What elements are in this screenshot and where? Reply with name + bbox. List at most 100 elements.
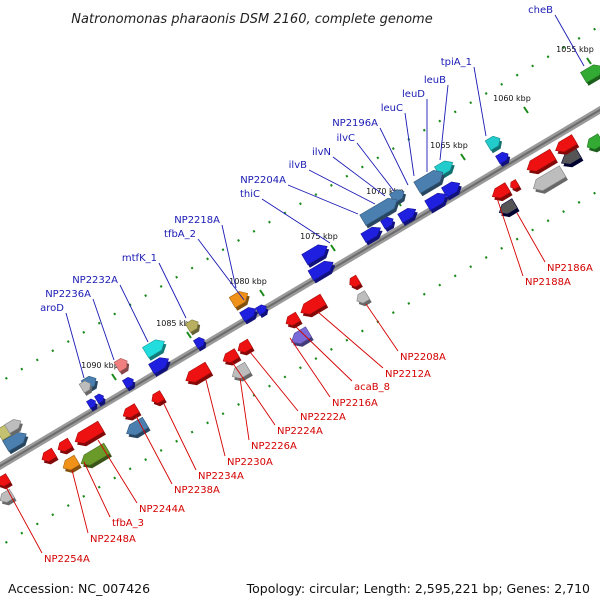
gene-block	[239, 307, 258, 325]
reverse-gene-label[interactable]: NP2208A	[400, 352, 446, 363]
reverse-gene-label[interactable]: NP2212A	[385, 369, 431, 380]
tick-mark	[586, 57, 592, 65]
reverse-gene-label[interactable]: NP2188A	[525, 277, 571, 288]
gene-block	[192, 337, 207, 352]
reverse-leader-line	[5, 486, 43, 554]
gene-block	[441, 181, 462, 201]
reverse-leader-line	[496, 197, 524, 277]
gene-block	[510, 179, 522, 193]
gene-block	[560, 147, 584, 168]
gene-block	[74, 420, 106, 447]
reverse-leader-line	[231, 361, 276, 426]
gene-block	[359, 197, 400, 229]
tick-label: 1085 kbp	[156, 319, 194, 328]
gene-block	[4, 419, 23, 437]
forward-gene-label[interactable]: aroD	[40, 303, 64, 314]
reverse-leader-line	[289, 337, 331, 398]
forward-gene-label[interactable]: tfbA_2	[164, 229, 196, 240]
forward-gene-label[interactable]: cheB	[528, 5, 553, 16]
gene-block	[300, 293, 329, 318]
reverse-gene-label[interactable]: NP2186A	[547, 263, 593, 274]
reverse-leader-line	[163, 403, 197, 471]
gene-block	[413, 170, 445, 197]
reverse-leader-line	[516, 212, 546, 263]
tick-mark	[523, 106, 529, 114]
reverse-leader-line	[135, 415, 173, 485]
gene-block	[0, 473, 13, 490]
reverse-gene-label[interactable]: NP2226A	[251, 441, 297, 452]
tick-label: 1070 kbp	[366, 187, 404, 196]
reverse-leader-line	[239, 377, 250, 441]
forward-gene-label[interactable]: mtfK_1	[122, 253, 157, 264]
gene-block	[41, 447, 59, 465]
forward-gene-label[interactable]: NP2218A	[174, 215, 220, 226]
gene-block	[397, 208, 418, 226]
gene-block	[148, 357, 171, 377]
reverse-gene-label[interactable]: NP2238A	[174, 485, 220, 496]
reverse-gene-label[interactable]: NP2222A	[300, 412, 346, 423]
gene-block	[586, 133, 600, 153]
gene-block	[121, 377, 136, 392]
tick-mark	[259, 289, 265, 297]
forward-leader-line	[356, 142, 395, 192]
forward-gene-label[interactable]: leuD	[402, 89, 425, 100]
forward-leader-line	[308, 169, 376, 205]
gene-block	[222, 348, 242, 366]
forward-leader-line	[379, 127, 409, 186]
gene-block	[2, 431, 29, 455]
reverse-gene-label[interactable]: NP2244A	[139, 504, 185, 515]
reverse-leader-line	[97, 439, 138, 504]
reverse-gene-label[interactable]: NP2248A	[90, 534, 136, 545]
reverse-gene-label[interactable]: NP2216A	[332, 398, 378, 409]
gene-features	[0, 64, 600, 506]
tick-label: 1080 kbp	[229, 277, 267, 286]
genome-summary: Topology: circular; Length: 2,595,221 bp…	[246, 581, 590, 596]
reverse-gene-label[interactable]: NP2234A	[198, 471, 244, 482]
reverse-gene-label[interactable]: NP2254A	[44, 554, 90, 565]
forward-gene-label[interactable]: NP2204A	[240, 175, 286, 186]
gene-block	[228, 291, 250, 311]
forward-leader-line	[261, 198, 331, 244]
forward-gene-label[interactable]: NP2236A	[45, 289, 91, 300]
forward-leader-line	[404, 112, 415, 177]
reverse-gene-label[interactable]: tfbA_3	[112, 518, 144, 529]
gene-block	[484, 135, 503, 154]
forward-gene-label[interactable]: leuC	[381, 103, 403, 114]
reverse-gene-label[interactable]: acaB_8	[354, 382, 390, 393]
reverse-leader-line	[295, 326, 353, 382]
forward-gene-label[interactable]: leuB	[424, 75, 446, 86]
reverse-gene-label[interactable]: NP2224A	[277, 426, 323, 437]
gene-block	[301, 244, 330, 268]
gene-block	[62, 454, 82, 473]
gene-block	[285, 311, 303, 329]
gene-block	[380, 216, 396, 232]
gene-block	[533, 165, 568, 194]
dotted-guides	[0, 24, 600, 548]
gene-block	[122, 403, 142, 421]
tick-label: 1090 kbp	[81, 361, 119, 370]
reverse-leader-line	[83, 461, 111, 518]
forward-leader-line	[332, 156, 386, 197]
reverse-gene-label[interactable]: NP2230A	[227, 457, 273, 468]
forward-gene-label[interactable]: tpiA_1	[441, 57, 472, 68]
gene-block	[151, 390, 167, 407]
gene-block	[142, 339, 167, 361]
forward-gene-label[interactable]: ilvN	[312, 147, 331, 158]
forward-gene-label[interactable]: NP2232A	[72, 275, 118, 286]
gene-block	[113, 358, 130, 375]
guide-line	[0, 188, 600, 548]
gene-block	[237, 338, 255, 356]
gene-block	[57, 437, 75, 455]
accession-text: Accession: NC_007426	[8, 581, 151, 596]
gene-block	[184, 319, 201, 336]
forward-gene-label[interactable]: ilvC	[337, 133, 355, 144]
forward-leader-line	[287, 184, 359, 215]
forward-gene-label[interactable]: thiC	[240, 189, 260, 200]
reverse-leader-line	[317, 311, 384, 369]
forward-gene-label[interactable]: ilvB	[289, 160, 307, 171]
gene-block	[231, 361, 253, 382]
forward-gene-label[interactable]: NP2196A	[332, 118, 378, 129]
reverse-gene-labels: NP2186A NP2188A NP2208A NP2212A acaB_8 NP2216…	[5, 197, 593, 565]
